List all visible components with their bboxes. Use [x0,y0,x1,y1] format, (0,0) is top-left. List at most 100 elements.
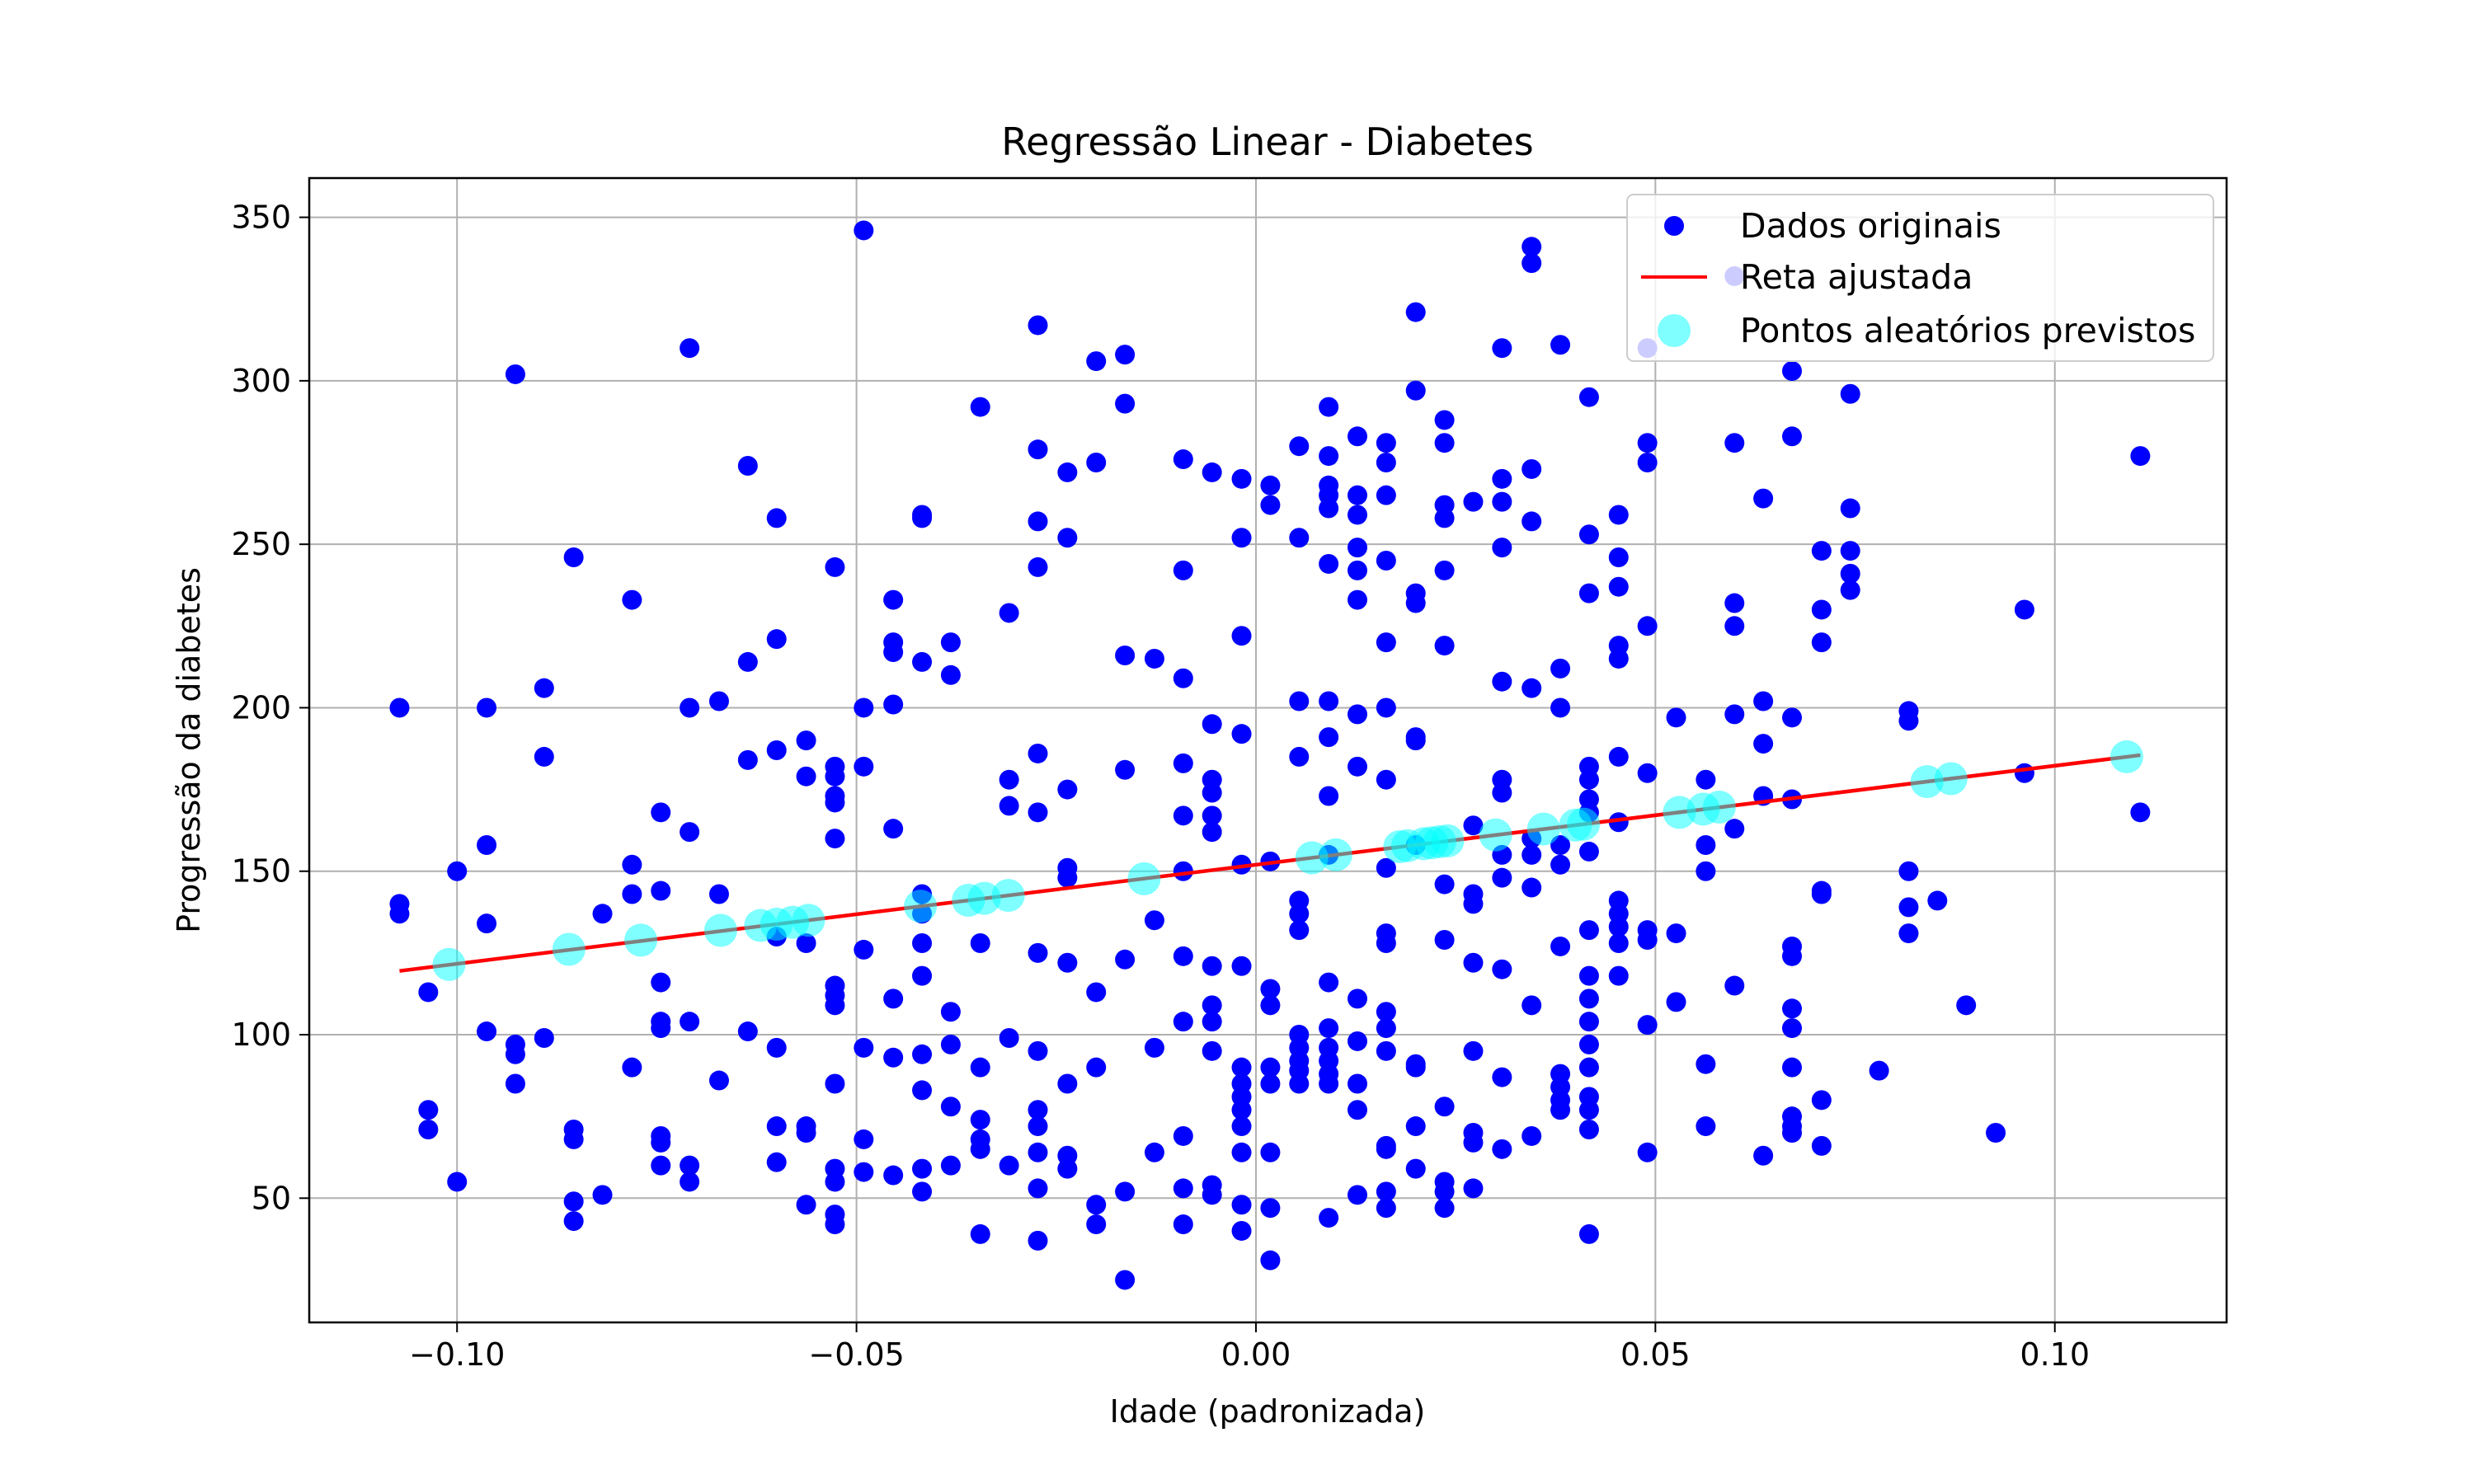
data-point-original [737,455,758,476]
x-tick-label: −0.05 [808,1336,904,1373]
data-point-original [1927,890,1948,911]
data-point-original [1753,488,1774,509]
data-point-original [1057,462,1078,482]
data-point-original [825,1214,845,1235]
data-point-original [912,1158,933,1179]
data-point-original [1319,1073,1339,1094]
data-point-original [1319,972,1339,993]
data-point-original [825,766,845,787]
data-point-original [680,822,700,843]
data-point-original [1753,691,1774,711]
data-point-original [1492,671,1512,692]
data-point-original [825,792,845,813]
data-point-original [418,1100,439,1120]
data-point-original [1522,844,1542,865]
data-point-original [1115,759,1136,780]
data-point-original [1608,648,1629,669]
data-point-original [1434,636,1455,656]
data-point-original [1522,253,1542,274]
legend-marker-original [1664,216,1684,236]
data-point-original [737,651,758,672]
data-point-original [477,913,497,934]
data-point-original [477,835,497,856]
data-point-original [1376,433,1396,453]
data-point-original [1724,616,1745,636]
data-point-original [1840,580,1860,600]
data-point-original [418,982,439,1003]
data-point-original [1319,1018,1339,1039]
data-point-original [1202,714,1222,735]
data-point-original [622,1057,642,1078]
data-point-original [1811,884,1832,904]
data-point-original [1348,560,1367,580]
data-point-original [1376,697,1396,718]
data-point-original [1319,553,1339,574]
data-point-predicted [1295,841,1329,875]
y-tick-label: 150 [231,853,291,890]
data-point-original [883,1165,904,1186]
data-point-original [796,1122,816,1143]
data-point-original [1231,854,1252,875]
data-point-original [1173,1125,1193,1146]
data-point-original [477,1021,497,1042]
data-point-original [2014,599,2034,620]
data-point-original [912,1080,933,1101]
data-point-original [1608,746,1629,767]
data-point-original [970,397,990,417]
data-point-original [1666,992,1686,1012]
data-point-original [1289,920,1310,941]
data-point-original [912,508,933,528]
data-point-original [766,1037,787,1058]
data-point-original [1782,1018,1802,1039]
data-point-original [1840,498,1860,519]
data-point-original [1811,599,1832,620]
data-point-original [1463,952,1484,973]
data-point-original [1434,508,1455,528]
data-point-original [1115,393,1136,414]
data-point-original [766,1116,787,1137]
x-tick-label: 0.00 [1221,1336,1291,1373]
data-point-original [766,740,787,760]
data-point-original [940,632,961,653]
data-point-original [1260,1142,1281,1162]
data-point-original [1434,874,1455,895]
data-point-original [1057,1073,1078,1094]
data-point-original [534,746,554,767]
data-point-original [1578,920,1599,941]
data-point-original [1550,697,1571,718]
data-point-original [1376,453,1396,473]
data-point-original [1522,995,1542,1016]
data-point-original [1086,1195,1107,1215]
chart-title: Regressão Linear - Diabetes [1001,120,1533,164]
data-point-original [1173,753,1193,773]
data-point-original [1144,1037,1164,1058]
data-point-original [1578,524,1599,545]
data-point-original [1348,704,1367,725]
data-point-original [825,829,845,849]
data-point-original [970,1139,990,1159]
data-point-original [622,854,642,875]
data-point-original [1028,556,1048,577]
data-point-original [1405,1158,1426,1179]
data-point-original [1028,1142,1048,1162]
data-point-predicted [1702,791,1736,824]
data-point-original [1898,923,1919,944]
data-point-original [1028,1116,1048,1137]
data-point-original [1231,1220,1252,1241]
legend: Dados originais Reta ajustada Pontos ale… [1626,194,2214,362]
data-point-original [1696,1116,1716,1137]
data-point-original [1348,538,1367,558]
data-point-original [1637,1015,1658,1036]
data-point-original [1608,505,1629,525]
data-point-original [1578,1012,1599,1032]
data-point-original [1463,1132,1484,1153]
data-point-original [563,1191,584,1212]
data-point-original [1289,528,1310,548]
data-point-original [1578,1100,1599,1120]
data-point-original [1144,910,1164,931]
data-point-original [1492,867,1512,888]
data-point-original [999,796,1019,816]
data-point-original [1348,589,1367,610]
data-point-original [1898,861,1919,881]
